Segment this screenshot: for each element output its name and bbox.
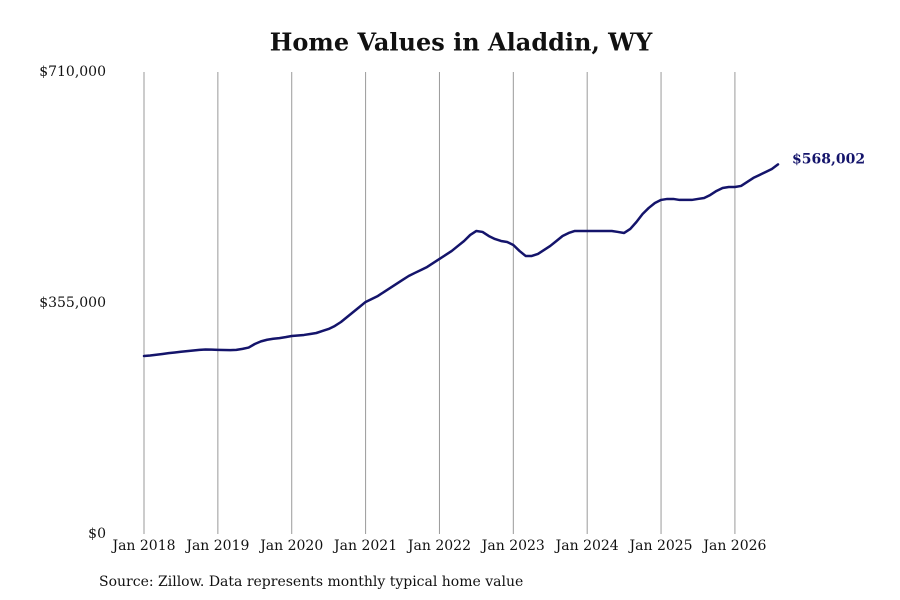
- chart-title: Home Values in Aladdin, WY: [270, 28, 653, 57]
- y-tick-label: $0: [88, 526, 106, 542]
- x-tick-label: Jan 2022: [406, 538, 471, 554]
- x-tick-label: Jan 2019: [184, 538, 249, 554]
- caption: Source: Zillow. Data represents monthly …: [99, 574, 523, 590]
- value-label: $568,002: [792, 151, 865, 167]
- x-tick-label: Jan 2026: [701, 538, 766, 554]
- x-tick-label: Jan 2023: [480, 538, 545, 554]
- y-tick-label: $710,000: [39, 64, 106, 80]
- x-tick-label: Jan 2018: [110, 538, 175, 554]
- y-tick-label: $355,000: [39, 295, 106, 311]
- line-series: [142, 163, 780, 358]
- x-tick-label: Jan 2021: [332, 538, 397, 554]
- x-tick-label: Jan 2024: [554, 538, 619, 554]
- x-tick-label: Jan 2020: [258, 538, 323, 554]
- x-tick-label: Jan 2025: [628, 538, 693, 554]
